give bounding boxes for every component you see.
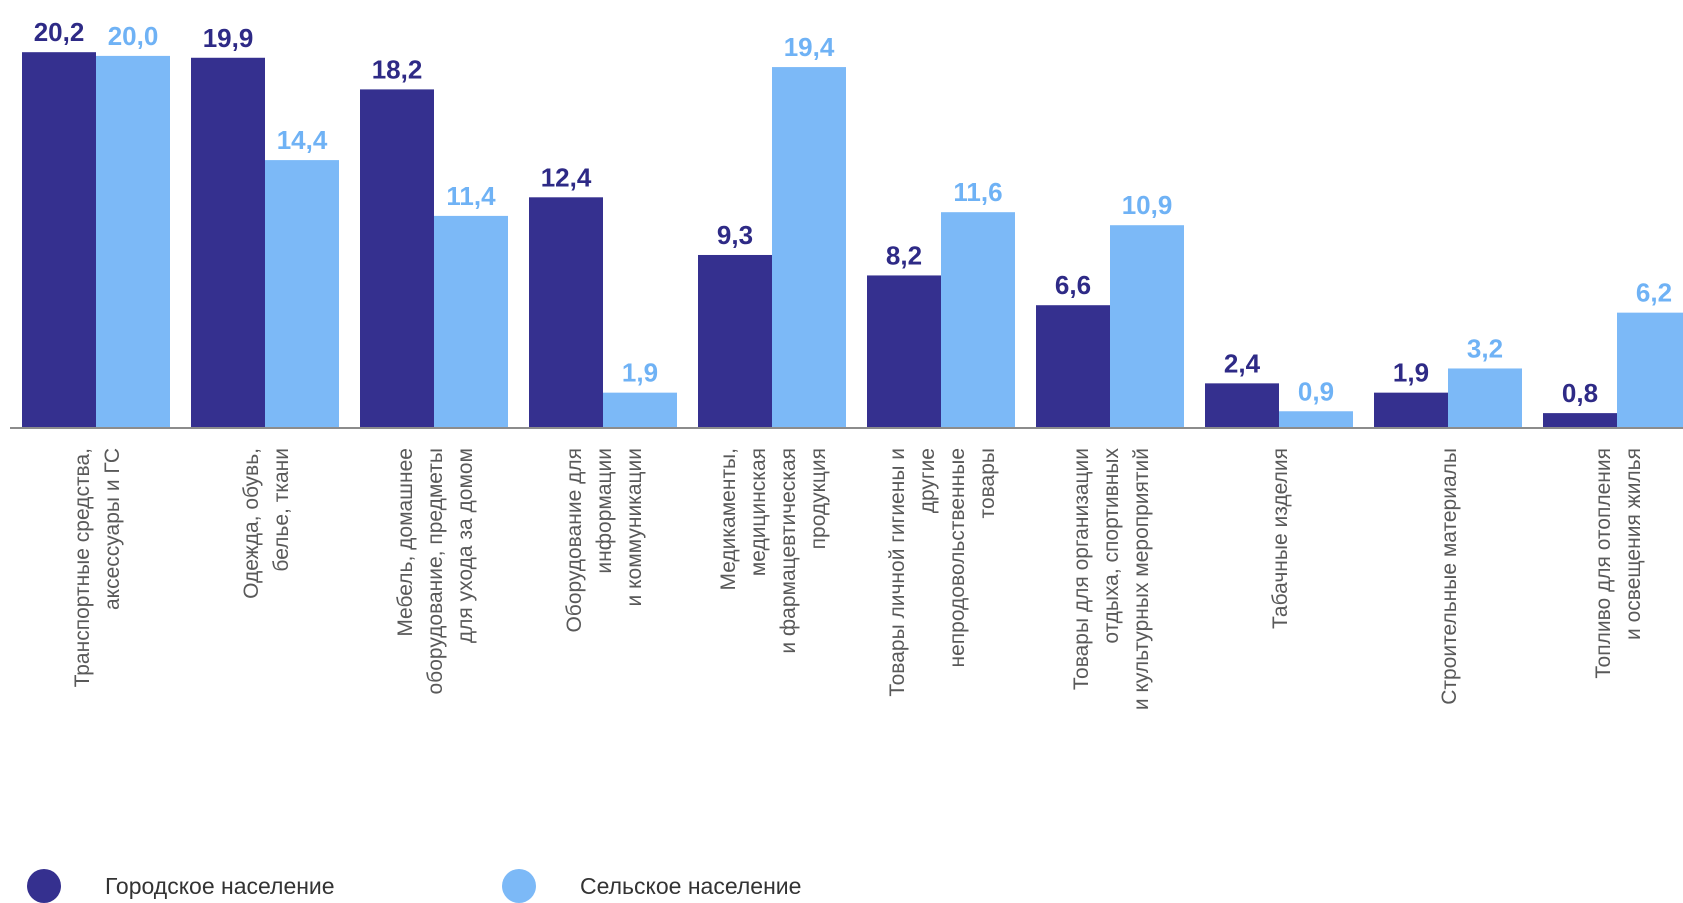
category-label-6: Товары для организации отдыха, спортивных… bbox=[1070, 448, 1153, 711]
legend-swatch-urban bbox=[27, 869, 61, 903]
value-label-urban-8: 1,9 bbox=[1393, 358, 1429, 388]
bar-urban-3 bbox=[529, 197, 603, 428]
value-label-rural-0: 20,0 bbox=[108, 21, 159, 51]
category-label-line: Медикаменты, bbox=[717, 448, 740, 591]
category-label-line: Оборудование для bbox=[563, 448, 586, 633]
value-label-urban-4: 9,3 bbox=[717, 220, 753, 250]
category-label-line: аксессуары и ГС bbox=[101, 448, 124, 610]
category-label-line: информации bbox=[593, 448, 616, 574]
value-label-urban-3: 12,4 bbox=[541, 162, 592, 192]
category-label-line: и культурных мероприятий bbox=[1130, 448, 1153, 710]
category-label-line: оборудование, предметы bbox=[424, 448, 447, 695]
category-label-2: Мебель, домашнее оборудование, предметы дл… bbox=[394, 448, 477, 695]
category-labels-group: Транспортные средства, аксессуары и ГС Оде… bbox=[71, 448, 1645, 711]
category-label-line: Топливо для отопления bbox=[1592, 448, 1615, 679]
category-label-line: Одежда, обувь, bbox=[240, 448, 263, 599]
category-label-3: Оборудование для информации и коммуникации bbox=[563, 448, 646, 633]
bar-rural-6 bbox=[1110, 225, 1184, 428]
bar-urban-1 bbox=[191, 57, 265, 428]
bar-rural-3 bbox=[603, 392, 677, 428]
legend-item-rural: Сельское население bbox=[502, 869, 801, 903]
legend-item-urban: Городское население bbox=[27, 869, 335, 903]
bar-urban-9 bbox=[1543, 413, 1617, 428]
category-label-line: для ухода за домом bbox=[454, 448, 477, 643]
value-label-rural-4: 19,4 bbox=[784, 32, 835, 62]
category-label-line: отдыха, спортивных bbox=[1100, 448, 1123, 644]
category-label-line: товары bbox=[976, 448, 999, 518]
bar-rural-1 bbox=[265, 160, 339, 428]
category-label-line: и освещения жилья bbox=[1622, 448, 1645, 640]
value-label-urban-2: 18,2 bbox=[372, 54, 423, 84]
legend-swatch-rural bbox=[502, 869, 536, 903]
bar-urban-8 bbox=[1374, 392, 1448, 428]
bar-urban-7 bbox=[1205, 383, 1279, 428]
bar-urban-5 bbox=[867, 275, 941, 428]
category-label-line: непродовольственные bbox=[946, 448, 969, 668]
bar-rural-7 bbox=[1279, 411, 1353, 428]
value-label-rural-9: 6,2 bbox=[1636, 278, 1672, 308]
legend-label-rural: Сельское население bbox=[580, 872, 802, 899]
bar-rural-4 bbox=[772, 67, 846, 429]
value-label-rural-8: 3,2 bbox=[1467, 333, 1503, 363]
bar-chart: 20,2 20,0 19,9 14,4 18,2 11,4 12,4 1,9 9,3 19,4 8,… bbox=[10, 17, 1683, 711]
value-labels-group: 20,2 20,0 19,9 14,4 18,2 11,4 12,4 1,9 9,3 19,4 8,… bbox=[34, 17, 1672, 408]
bar-urban-4 bbox=[698, 254, 772, 428]
category-label-line: Строительные материалы bbox=[1438, 448, 1461, 705]
category-label-line: Мебель, домашнее bbox=[394, 448, 417, 637]
value-label-urban-5: 8,2 bbox=[886, 240, 922, 270]
category-label-line: другие bbox=[916, 448, 939, 513]
category-label-line: и фармацевтическая bbox=[777, 448, 800, 654]
bar-rural-0 bbox=[96, 55, 170, 428]
value-label-rural-3: 1,9 bbox=[622, 358, 658, 388]
category-label-line: медицинская bbox=[747, 448, 770, 576]
category-label-line: Товары личной гигиены и bbox=[886, 448, 909, 697]
category-label-line: Товары для организации bbox=[1070, 448, 1093, 690]
value-label-urban-7: 2,4 bbox=[1224, 348, 1261, 378]
bars-group bbox=[22, 52, 1683, 429]
bar-rural-8 bbox=[1448, 368, 1522, 428]
value-label-urban-6: 6,6 bbox=[1055, 270, 1091, 300]
category-label-5: Товары личной гигиены и другие непродоволь… bbox=[886, 448, 999, 697]
value-label-urban-1: 19,9 bbox=[203, 23, 254, 53]
category-label-line: и коммуникации bbox=[623, 448, 646, 606]
value-label-rural-7: 0,9 bbox=[1298, 376, 1334, 406]
category-label-1: Одежда, обувь, белье, ткани bbox=[240, 448, 293, 599]
value-label-urban-0: 20,2 bbox=[34, 17, 85, 47]
category-label-4: Медикаменты, медицинская и фармацевтическа… bbox=[717, 448, 830, 654]
category-label-line: Транспортные средства, bbox=[71, 448, 94, 687]
bar-rural-9 bbox=[1617, 312, 1683, 428]
value-label-rural-2: 11,4 bbox=[446, 181, 496, 211]
category-label-line: белье, ткани bbox=[270, 448, 293, 572]
category-label-line: продукция bbox=[807, 448, 830, 549]
bar-urban-2 bbox=[360, 89, 434, 428]
bar-rural-2 bbox=[434, 215, 508, 428]
value-label-rural-1: 14,4 bbox=[277, 125, 328, 155]
bar-urban-6 bbox=[1036, 305, 1110, 428]
value-label-rural-5: 11,6 bbox=[953, 177, 1002, 207]
category-label-8: Строительные материалы bbox=[1438, 448, 1461, 705]
bar-rural-5 bbox=[941, 212, 1015, 428]
category-label-7: Табачные изделия bbox=[1269, 448, 1292, 629]
legend-label-urban: Городское население bbox=[105, 872, 335, 899]
value-label-urban-9: 0,8 bbox=[1562, 378, 1598, 408]
value-label-rural-6: 10,9 bbox=[1122, 190, 1173, 220]
category-label-line: Табачные изделия bbox=[1269, 448, 1292, 629]
bar-urban-0 bbox=[22, 52, 96, 429]
category-label-0: Транспортные средства, аксессуары и ГС bbox=[71, 448, 124, 687]
category-label-9: Топливо для отопления и освещения жилья bbox=[1592, 448, 1645, 679]
